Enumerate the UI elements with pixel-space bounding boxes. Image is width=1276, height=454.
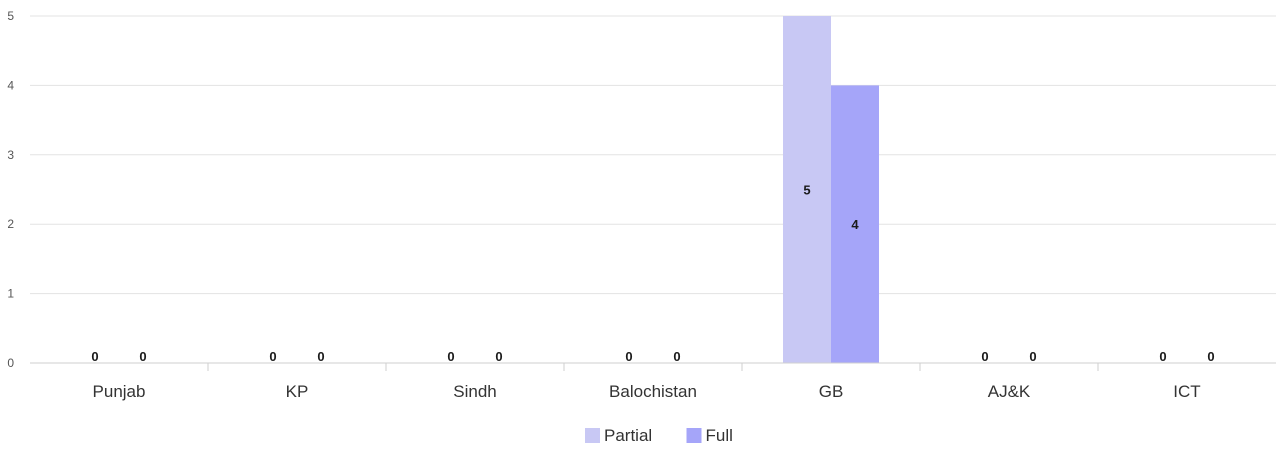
x-tick-label: AJ&K [988,382,1031,401]
legend-item-full[interactable]: Full [686,426,733,445]
bar-partial [783,16,831,363]
data-labels: 0 0 0 0 0 0 0 0 5 4 0 0 0 0 [91,183,1214,365]
data-label: 0 [139,349,146,364]
data-label: 5 [803,183,810,198]
legend-swatch [686,428,702,443]
y-tick-label: 1 [7,287,14,301]
x-tick-label: Balochistan [609,382,697,401]
legend-label: Partial [604,426,652,445]
data-label: 0 [1207,349,1214,364]
data-label: 4 [851,217,859,232]
bars [783,16,879,364]
data-label: 0 [625,349,632,364]
axes: 0 1 2 3 4 5 Punjab KP Sindh Balochistan GB AJ&K ICT [7,9,1276,401]
x-tick-label: ICT [1173,382,1200,401]
x-tick-label: GB [819,382,844,401]
data-label: 0 [317,349,324,364]
data-label: 0 [91,349,98,364]
y-tick-label: 5 [7,9,14,23]
data-label: 0 [673,349,680,364]
data-label: 0 [1159,349,1166,364]
data-label: 0 [1029,349,1036,364]
x-tick-label: Sindh [453,382,496,401]
y-tick-label: 4 [7,78,14,92]
y-tick-label: 2 [7,217,14,231]
legend-swatch [585,428,600,443]
data-label: 0 [981,349,988,364]
legend-label: Full [706,426,733,445]
data-label: 0 [447,349,454,364]
data-label: 0 [495,349,502,364]
y-tick-label: 3 [7,148,14,162]
legend: Partial Full [585,426,733,445]
y-tick-label: 0 [7,356,14,370]
x-tick-label: Punjab [93,382,146,401]
data-label: 0 [269,349,276,364]
gridlines [30,15,1276,295]
x-tick-label: KP [286,382,309,401]
legend-item-partial[interactable]: Partial [585,426,652,445]
bar-full [831,85,879,364]
